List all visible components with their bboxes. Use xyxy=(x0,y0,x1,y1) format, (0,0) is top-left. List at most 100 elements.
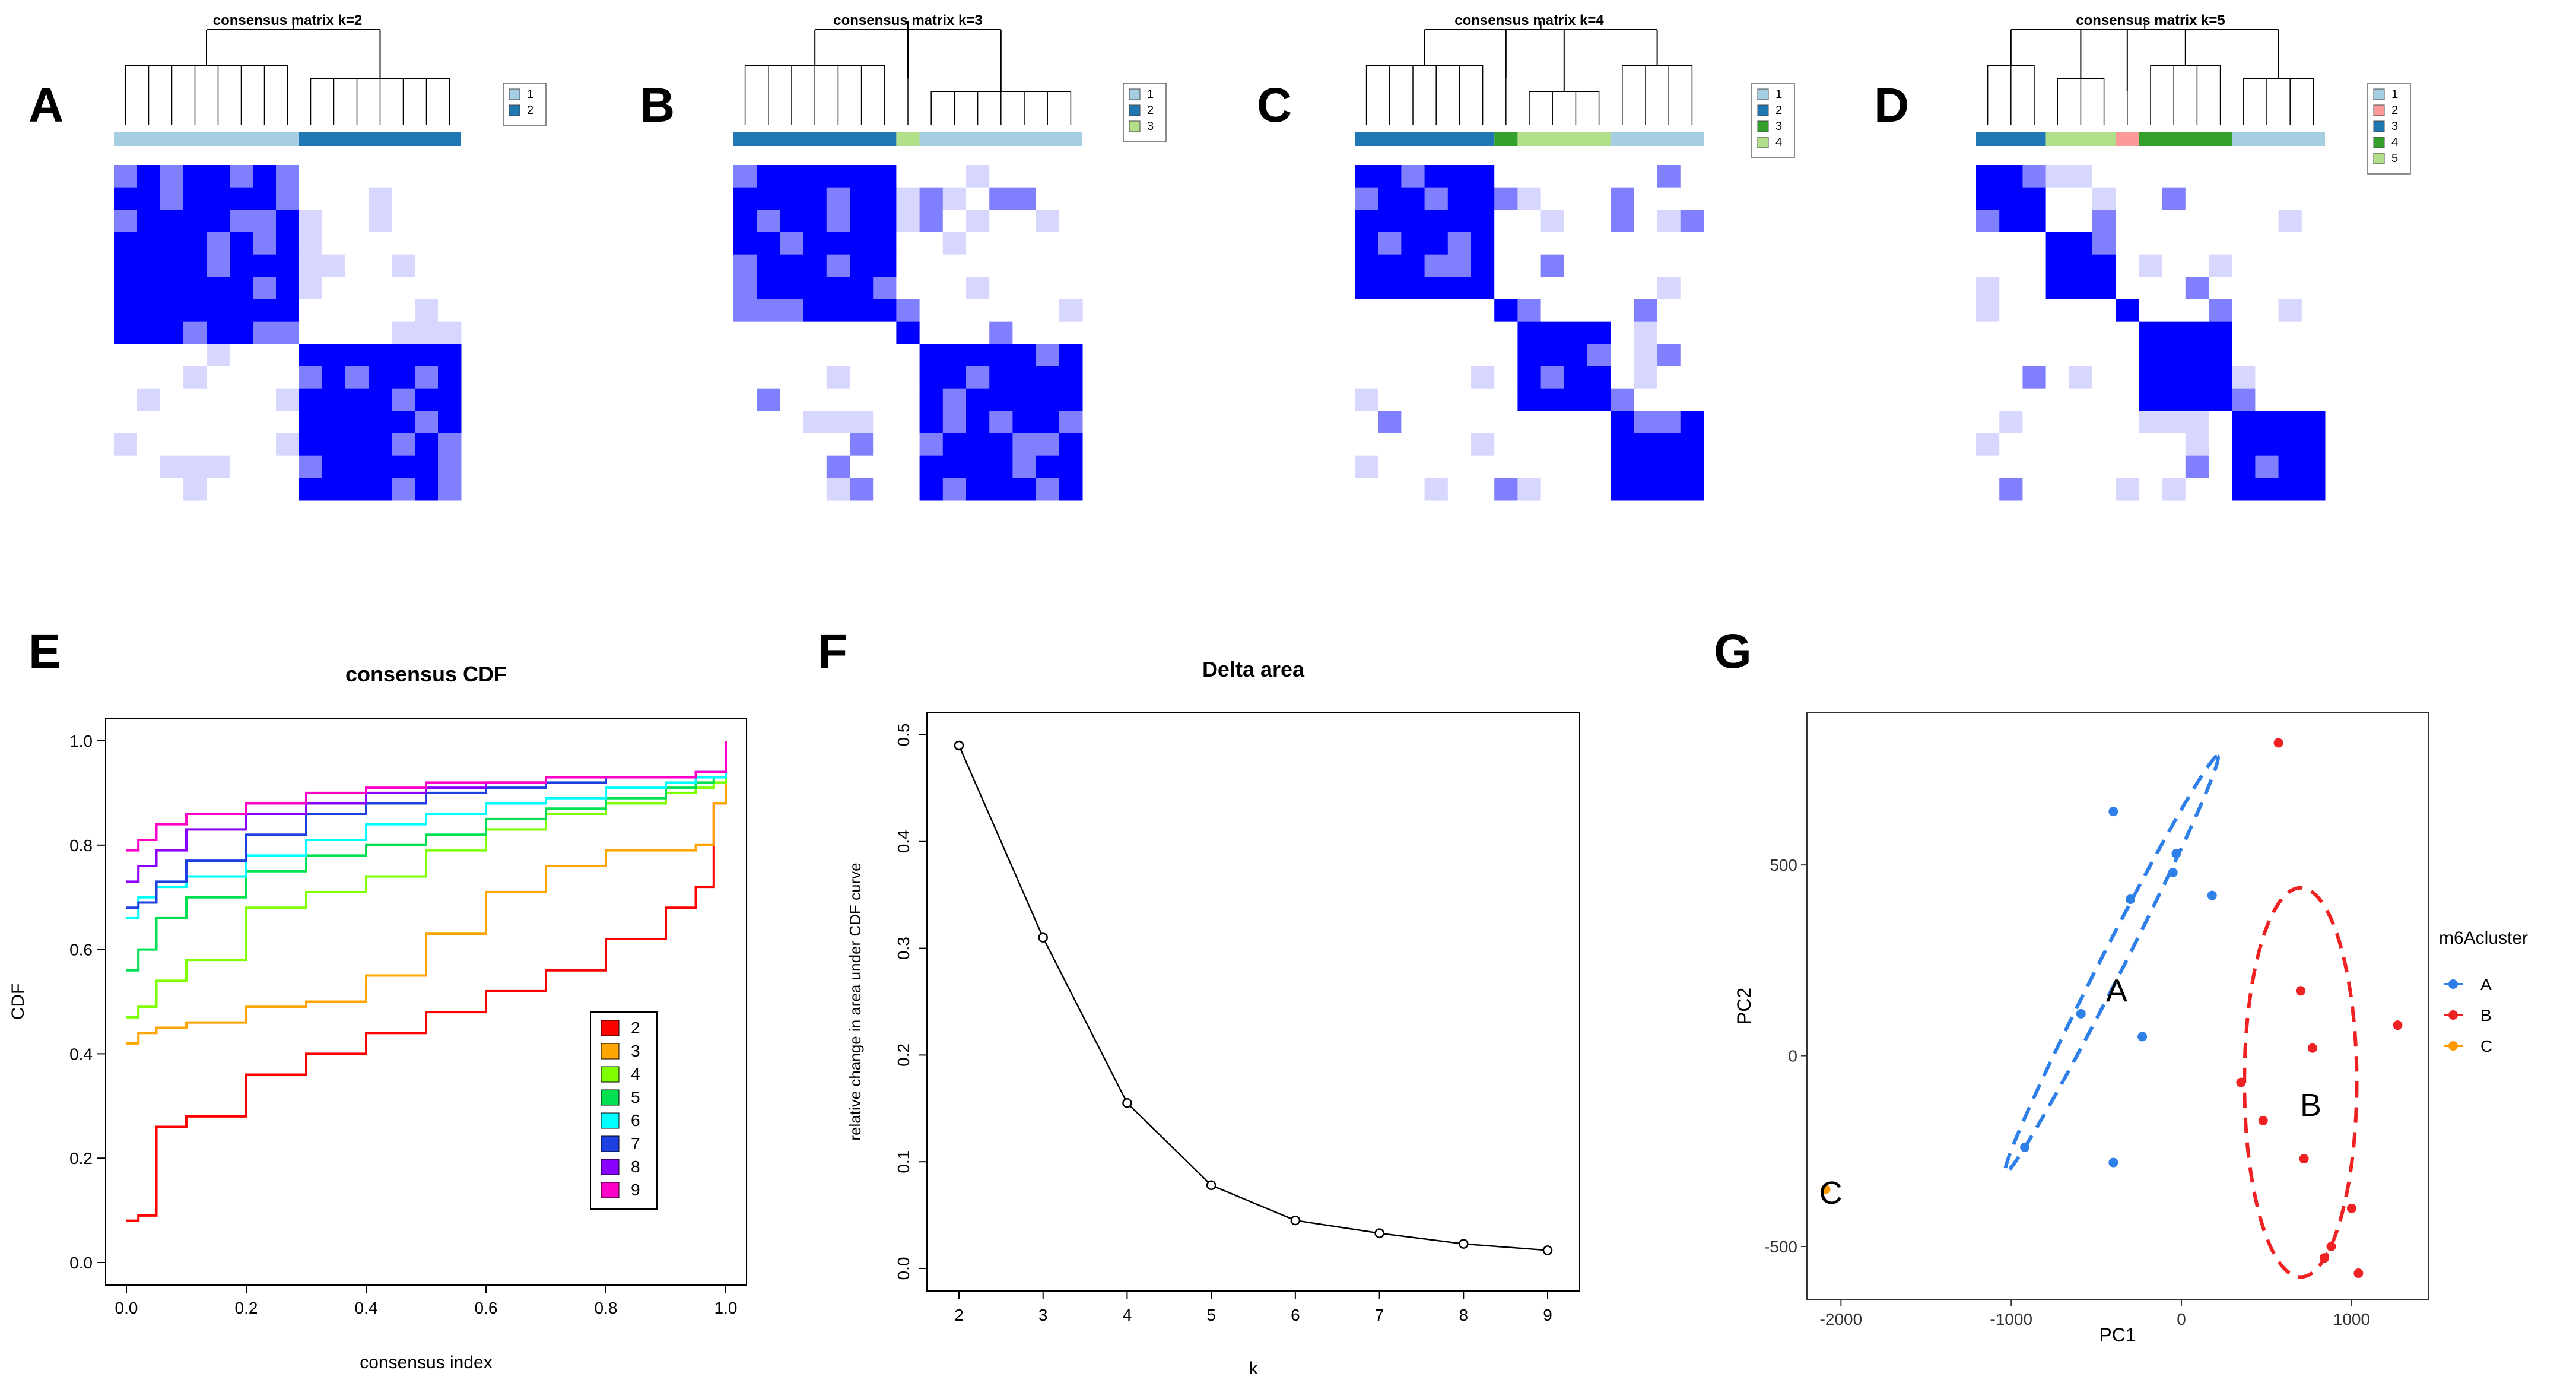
heatmap-cell xyxy=(1540,232,1565,255)
heatmap-cell xyxy=(2301,165,2326,188)
heatmap-cell xyxy=(2301,388,2326,411)
heatmap-cell xyxy=(1517,232,1542,255)
heatmap-cell xyxy=(2232,232,2256,255)
heatmap-cell xyxy=(276,277,300,300)
heatmap-cell xyxy=(1587,187,1611,210)
heatmap-cell xyxy=(137,232,161,255)
heatmap-cell xyxy=(2162,388,2186,411)
x-tick-label: 2 xyxy=(954,1306,964,1324)
heatmap-cell xyxy=(137,455,161,478)
heatmap-cell xyxy=(1564,344,1588,367)
heatmap-cell xyxy=(369,254,392,277)
heatmap-cell xyxy=(780,299,804,322)
heatmap-cell xyxy=(1976,366,2000,389)
heatmap-cell xyxy=(253,433,277,456)
heatmap-cell xyxy=(1059,344,1083,367)
cluster-color-bar xyxy=(114,132,299,146)
heatmap-cell xyxy=(137,411,161,434)
heatmap-cell xyxy=(2045,165,2070,188)
heatmap-cell xyxy=(2278,232,2302,255)
heatmap-cell xyxy=(1657,344,1681,367)
heatmap-cell xyxy=(1680,299,1704,322)
heatmap-cell xyxy=(873,478,897,501)
panel-label-b: B xyxy=(640,78,675,132)
heatmap-cell xyxy=(966,388,990,411)
heatmap-cell xyxy=(1976,433,2000,456)
heatmap-cell xyxy=(2022,321,2047,344)
heatmap-cell xyxy=(850,344,874,367)
x-axis-label: consensus index xyxy=(360,1353,492,1372)
heatmap-cell xyxy=(1517,455,1542,478)
heatmap-cell xyxy=(2116,165,2139,188)
heatmap-cell xyxy=(2092,232,2116,255)
heatmap-cell xyxy=(1471,277,1495,300)
legend-label: 2 xyxy=(631,1019,640,1037)
heatmap-cell xyxy=(2255,321,2279,344)
heatmap-cell xyxy=(1471,478,1495,501)
heatmap-cell xyxy=(966,321,990,344)
heatmap-cell xyxy=(207,388,230,411)
legend-swatch xyxy=(2373,104,2385,116)
heatmap-cell xyxy=(2255,277,2279,300)
heatmap-cell xyxy=(230,277,253,300)
legend-label: 4 xyxy=(631,1065,640,1083)
heatmap-cell xyxy=(942,254,967,277)
heatmap-cell xyxy=(2232,254,2256,277)
heatmap-cell xyxy=(1494,277,1518,300)
heatmap-cell xyxy=(989,321,1013,344)
heatmap-cell xyxy=(1059,210,1083,233)
heatmap-cell xyxy=(1378,321,1402,344)
heatmap-cell xyxy=(2069,165,2093,188)
x-tick-label: 5 xyxy=(1206,1306,1216,1324)
legend-label: 6 xyxy=(631,1111,640,1130)
heatmap-cell xyxy=(2232,366,2256,389)
cluster-color-bar xyxy=(2045,132,2116,146)
heatmap-cell xyxy=(2209,411,2232,434)
heatmap-cell xyxy=(1999,478,2023,501)
heatmap-cell xyxy=(1657,277,1681,300)
heatmap-cell xyxy=(1657,478,1681,501)
heatmap-cell xyxy=(2162,344,2186,367)
cluster-color-bar xyxy=(1517,132,1611,146)
scatter-point xyxy=(2346,1203,2356,1213)
heatmap-cell xyxy=(392,478,415,501)
heatmap-cell xyxy=(2092,344,2116,367)
heatmap-cell xyxy=(2162,411,2186,434)
heatmap-cell xyxy=(803,388,827,411)
heatmap-cell xyxy=(1378,210,1402,233)
heatmap-cell xyxy=(2232,165,2256,188)
heatmap-cell xyxy=(207,411,230,434)
heatmap-cell xyxy=(276,344,300,367)
heatmap-cell xyxy=(230,232,253,255)
heatmap-cell xyxy=(392,344,415,367)
heatmap-cell xyxy=(873,254,897,277)
heatmap-cell xyxy=(1540,388,1565,411)
heatmap-cell xyxy=(826,455,850,478)
heatmap-cell xyxy=(1587,254,1611,277)
heatmap-cell xyxy=(2301,210,2326,233)
heatmap-cell xyxy=(1401,478,1425,501)
heatmap-cell xyxy=(1999,165,2023,188)
heatmap-cell xyxy=(2301,433,2326,456)
heatmap-cell xyxy=(1494,165,1518,188)
heatmap-cell xyxy=(2185,299,2209,322)
heatmap-cell xyxy=(1517,210,1542,233)
heatmap-cell xyxy=(850,277,874,300)
heatmap-cell xyxy=(438,299,462,322)
heatmap-cell xyxy=(1657,411,1681,434)
heatmap-cell xyxy=(369,478,392,501)
heatmap-cell xyxy=(299,344,323,367)
heatmap-cell xyxy=(733,366,757,389)
heatmap-cell xyxy=(438,187,462,210)
heatmap-cell xyxy=(1680,388,1704,411)
heatmap-cell xyxy=(733,433,757,456)
heatmap-cell xyxy=(438,277,462,300)
heatmap-cell xyxy=(1611,478,1634,501)
heatmap-cell xyxy=(2116,210,2139,233)
cluster-color-bar xyxy=(1611,132,1704,146)
heatmap-cell xyxy=(1012,478,1037,501)
heatmap-cell xyxy=(1378,254,1402,277)
heatmap-cell xyxy=(415,165,439,188)
heatmap-cell xyxy=(2301,478,2326,501)
